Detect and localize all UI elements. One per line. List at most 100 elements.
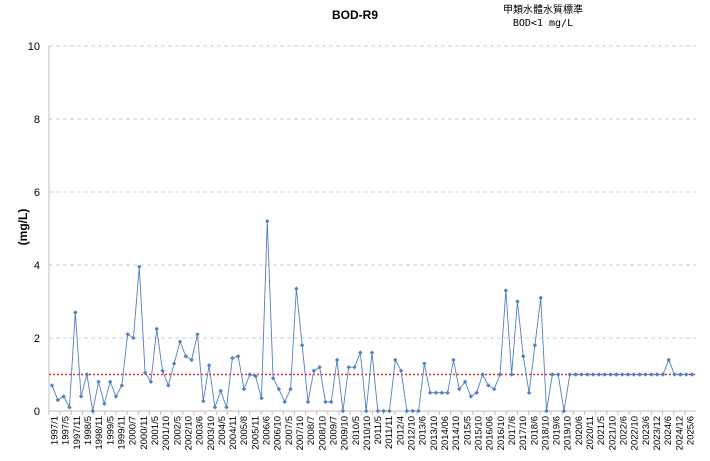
x-tick-label: 2023/6	[641, 416, 652, 445]
data-point	[183, 354, 189, 359]
x-tick-label: 2003/10	[206, 416, 217, 450]
data-point	[49, 383, 55, 388]
x-tick-label: 2006/6	[262, 416, 273, 445]
data-point	[212, 405, 218, 410]
data-point	[387, 408, 392, 414]
x-tick-label: 2019/10	[563, 416, 574, 450]
data-point	[253, 374, 258, 379]
y-axis-ticks: 0 2 4 6 8 10	[28, 41, 40, 418]
x-tick-label: 2022/6	[618, 416, 629, 445]
x-tick-label: 2025/6	[685, 416, 696, 445]
data-point	[532, 343, 538, 348]
x-tick-label: 2020/6	[574, 416, 585, 445]
data-point	[590, 372, 596, 377]
data-point	[422, 361, 427, 366]
data-point	[177, 339, 183, 344]
data-point	[96, 379, 101, 384]
x-tick-label: 2007/5	[284, 416, 295, 445]
data-point	[398, 368, 404, 374]
gridlines	[49, 45, 696, 339]
data-point	[468, 394, 474, 399]
x-tick-label: 2018/6	[529, 416, 540, 445]
x-tick-label: 2006/10	[273, 416, 284, 450]
data-point	[235, 354, 241, 359]
data-point	[457, 386, 462, 392]
data-point	[491, 386, 497, 392]
data-point	[585, 372, 590, 377]
data-point	[375, 408, 381, 414]
x-tick-label: 1998/11	[94, 416, 105, 450]
data-point	[561, 408, 567, 414]
data-point	[311, 368, 317, 374]
x-tick-label: 2007/10	[295, 416, 306, 450]
x-tick-label: 2016/10	[496, 416, 507, 450]
data-point	[550, 372, 555, 377]
x-tick-label: 2002/10	[183, 416, 194, 450]
x-tick-label: 2013/10	[429, 416, 440, 450]
data-point	[660, 372, 666, 377]
data-point	[142, 370, 148, 375]
y-tick-label: 2	[34, 333, 40, 345]
data-point	[67, 405, 72, 410]
data-point	[299, 343, 305, 348]
data-point	[270, 375, 276, 381]
data-point	[78, 394, 84, 399]
data-point	[404, 408, 410, 414]
data-point	[288, 386, 293, 392]
data-point	[148, 379, 154, 384]
data-point	[474, 390, 479, 395]
data-point	[265, 219, 270, 224]
data-point	[323, 399, 328, 405]
x-tick-label: 2009/7	[328, 416, 339, 445]
data-point	[171, 361, 177, 366]
data-point	[363, 408, 369, 414]
data-point	[544, 408, 549, 414]
y-tick-label: 4	[34, 260, 40, 272]
x-tick-label: 2010/5	[351, 416, 362, 445]
data-point	[206, 363, 212, 368]
data-point	[445, 390, 450, 395]
data-point	[654, 372, 660, 377]
x-tick-label: 2004/11	[228, 416, 239, 450]
data-point	[358, 350, 363, 355]
x-tick-label: 2024/12	[674, 416, 685, 450]
standard-annotation-line-1: 甲類水體水質標準	[503, 5, 583, 16]
y-tick-label: 0	[34, 406, 40, 418]
data-point	[643, 372, 648, 377]
x-tick-label: 2002/5	[172, 416, 183, 445]
y-axis-label: (mg/L)	[16, 208, 30, 246]
x-tick-label: 2024/6	[663, 416, 674, 445]
data-point	[73, 310, 78, 315]
x-tick-label: 2023/12	[652, 416, 663, 450]
data-point	[410, 408, 415, 414]
data-point	[369, 350, 375, 355]
data-point	[555, 372, 561, 377]
data-point	[107, 379, 113, 384]
data-point	[102, 401, 107, 406]
x-tick-label: 2008/7	[306, 416, 317, 445]
x-tick-label: 2010/10	[362, 416, 373, 450]
x-tick-label: 1999/5	[105, 416, 116, 445]
x-tick-label: 1998/5	[83, 416, 94, 445]
data-point	[433, 390, 439, 395]
data-point	[247, 372, 253, 377]
data-point	[486, 383, 491, 388]
x-tick-label: 2011/5	[373, 416, 384, 444]
x-tick-label: 2004/5	[217, 416, 228, 445]
x-tick-label: 2012/4	[395, 416, 406, 445]
x-tick-label: 2003/6	[195, 416, 206, 445]
x-tick-label: 2001/5	[150, 416, 161, 445]
data-point	[625, 372, 631, 377]
x-tick-label: 2017/10	[518, 416, 529, 450]
x-tick-label: 2021/10	[607, 416, 618, 450]
data-point	[393, 357, 398, 363]
data-point	[608, 372, 613, 377]
data-point	[683, 372, 689, 377]
x-tick-label: 2008/10	[317, 416, 328, 450]
data-point	[596, 372, 602, 377]
x-tick-label: 1997/11	[72, 416, 83, 450]
data-point	[352, 365, 357, 370]
data-point	[276, 386, 282, 392]
data-point	[131, 335, 136, 341]
data-point	[137, 264, 142, 270]
